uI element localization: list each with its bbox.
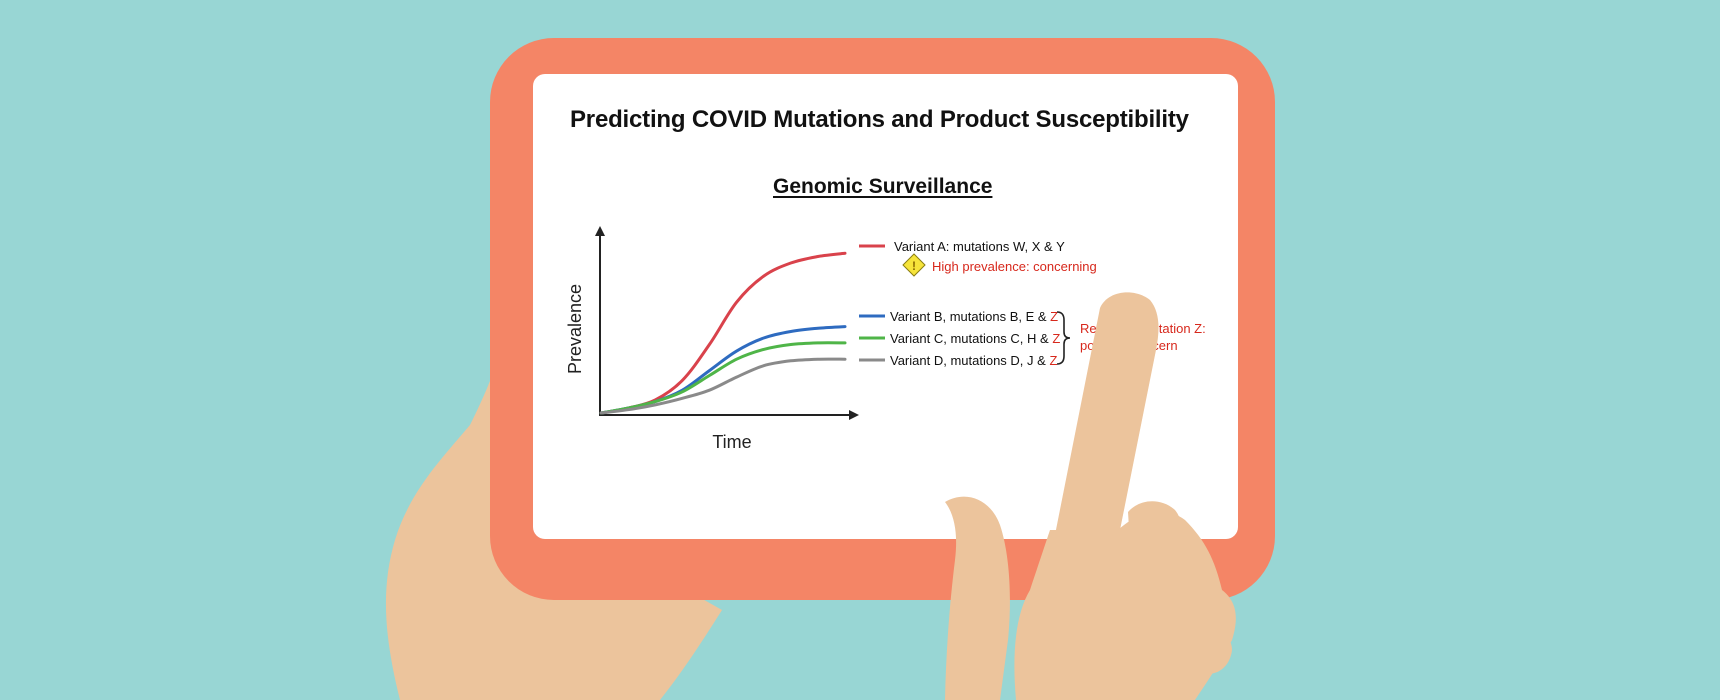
series-line-a [599,251,847,415]
prevalence-chart: Prevalence Time Variant A: mutations W, … [565,226,1206,452]
legend-label-c: Variant C, mutations C, H & Z [890,331,1060,346]
y-axis-arrow [595,226,605,236]
legend-label-d: Variant D, mutations D, J & Z [890,353,1057,368]
tablet-screen: Predicting COVID Mutations and Product S… [533,74,1238,539]
series-line-b [599,325,847,415]
recurrent-annotation-line2: possible concern [1080,338,1178,353]
warning-annotation: High prevalence: concerning [932,259,1097,274]
legend: Variant A: mutations W, X & Y ! High pre… [859,239,1206,368]
legend-label-b: Variant B, mutations B, E & Z [890,309,1058,324]
slide-title: Predicting COVID Mutations and Product S… [570,106,1189,133]
series-line-d [599,357,847,415]
x-axis-arrow [849,410,859,420]
warning-icon: ! [902,253,926,277]
section-heading: Genomic Surveillance [773,175,993,198]
recurrent-annotation-line1: Recurrent mutation Z: [1080,321,1206,336]
y-axis-label: Prevalence [565,284,585,374]
series-lines [599,251,847,415]
x-axis-label: Time [712,432,751,452]
series-line-c [599,341,847,415]
svg-text:!: ! [912,259,916,273]
legend-label-a: Variant A: mutations W, X & Y [894,239,1065,254]
